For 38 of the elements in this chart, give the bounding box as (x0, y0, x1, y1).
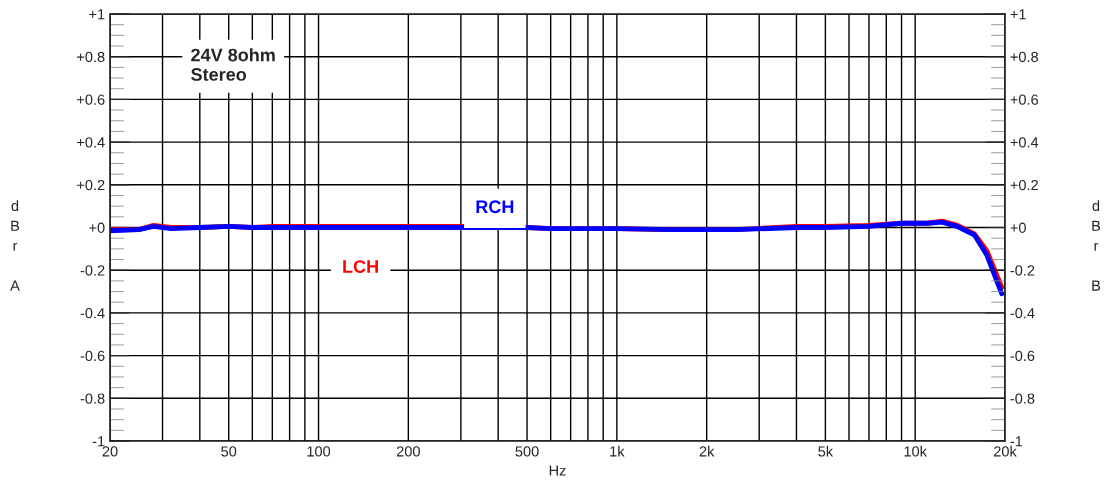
y2-tick-label: +0.4 (1010, 137, 1039, 148)
x-axis-title: Hz (549, 465, 566, 476)
y-tick-label: +1 (89, 9, 105, 20)
y-tick-label: -0.8 (80, 393, 105, 404)
text: dBr B (1092, 200, 1101, 291)
x-tick-label: 2k (699, 445, 715, 457)
annotation: 24V 8ohm Stereo (191, 48, 275, 81)
series-label: RCH (476, 200, 514, 214)
y2-tick-label: -0.8 (1010, 393, 1035, 404)
y2-tick-label: -0.4 (1010, 308, 1035, 319)
y2-tick-label: -0.2 (1010, 265, 1035, 276)
x-tick-label: 20k (993, 445, 1017, 457)
y2-tick-label: +0 (1010, 222, 1026, 233)
y2-tick-label: +1 (1010, 9, 1026, 20)
text: dBr A (10, 200, 20, 291)
x-tick-label: 10k (904, 445, 927, 457)
y-tick-label: -0.6 (80, 350, 105, 362)
y-tick-label: +0.6 (77, 94, 105, 105)
series-label: LCH (343, 260, 378, 273)
y-tick-label: +0.4 (77, 137, 105, 148)
y2-tick-label: +0.2 (1010, 179, 1038, 191)
y2-tick-label: +0.8 (1010, 51, 1039, 63)
y-tick-label: -1 (92, 436, 105, 447)
y-tick-label: -0.2 (80, 265, 105, 276)
x-tick-label: 1k (610, 445, 625, 457)
y2-tick-label: -0.6 (1010, 350, 1035, 362)
x-tick-label: 200 (396, 446, 420, 457)
x-tick-label: 500 (515, 446, 539, 457)
y-tick-label: +0.8 (77, 51, 105, 63)
y-tick-label: +0 (89, 222, 105, 233)
x-tick-label: 20 (102, 446, 118, 457)
x-tick-label: 5k (818, 445, 834, 457)
y2-tick-label: +0.6 (1010, 94, 1039, 105)
x-tick-label: 50 (221, 446, 237, 457)
y-tick-label: +0.2 (77, 179, 105, 191)
x-tick-label: 100 (307, 446, 331, 457)
y2-tick-label: -1 (1010, 436, 1023, 447)
y-tick-label: -0.4 (80, 308, 105, 319)
